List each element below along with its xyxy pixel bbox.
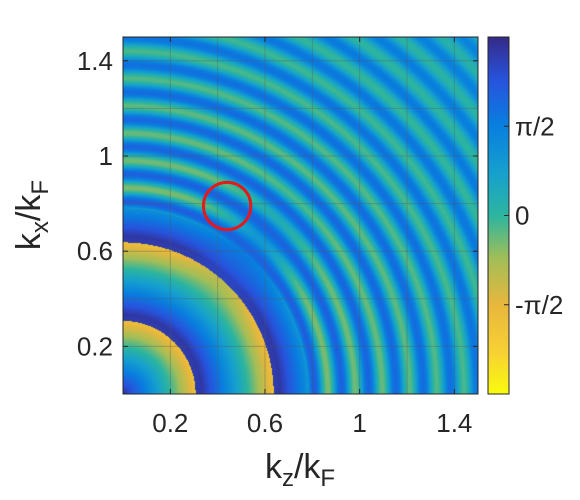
- colorbar-tick-label: 0: [515, 201, 529, 231]
- y-axis-label: kx/kF: [10, 180, 54, 250]
- y-tick-label: 0.6: [77, 236, 113, 266]
- grid: [123, 37, 478, 394]
- y-tick-label: 1: [99, 141, 113, 171]
- colorbar-ticks: π/2 0 -π/2: [504, 111, 563, 320]
- x-tick-label: 0.2: [152, 408, 188, 438]
- x-tick-label: 1.4: [436, 408, 472, 438]
- ticks: 0.2 0.6 1 1.4 0.2 0.6 1 1.4: [77, 37, 478, 438]
- colorbar-tick-label: -π/2: [515, 290, 563, 320]
- highlight-circle: [201, 180, 253, 232]
- heatmap: [123, 37, 478, 394]
- plot-frame: [122, 36, 479, 395]
- x-tick-label: 1: [352, 408, 366, 438]
- y-tick-label: 1.4: [77, 46, 113, 76]
- x-axis-label: kz/kF: [265, 448, 335, 492]
- x-tick-label: 0.6: [247, 408, 283, 438]
- colorbar-tick-label: π/2: [515, 111, 555, 141]
- heatmap-image: [123, 37, 478, 394]
- y-tick-label: 0.2: [77, 331, 113, 361]
